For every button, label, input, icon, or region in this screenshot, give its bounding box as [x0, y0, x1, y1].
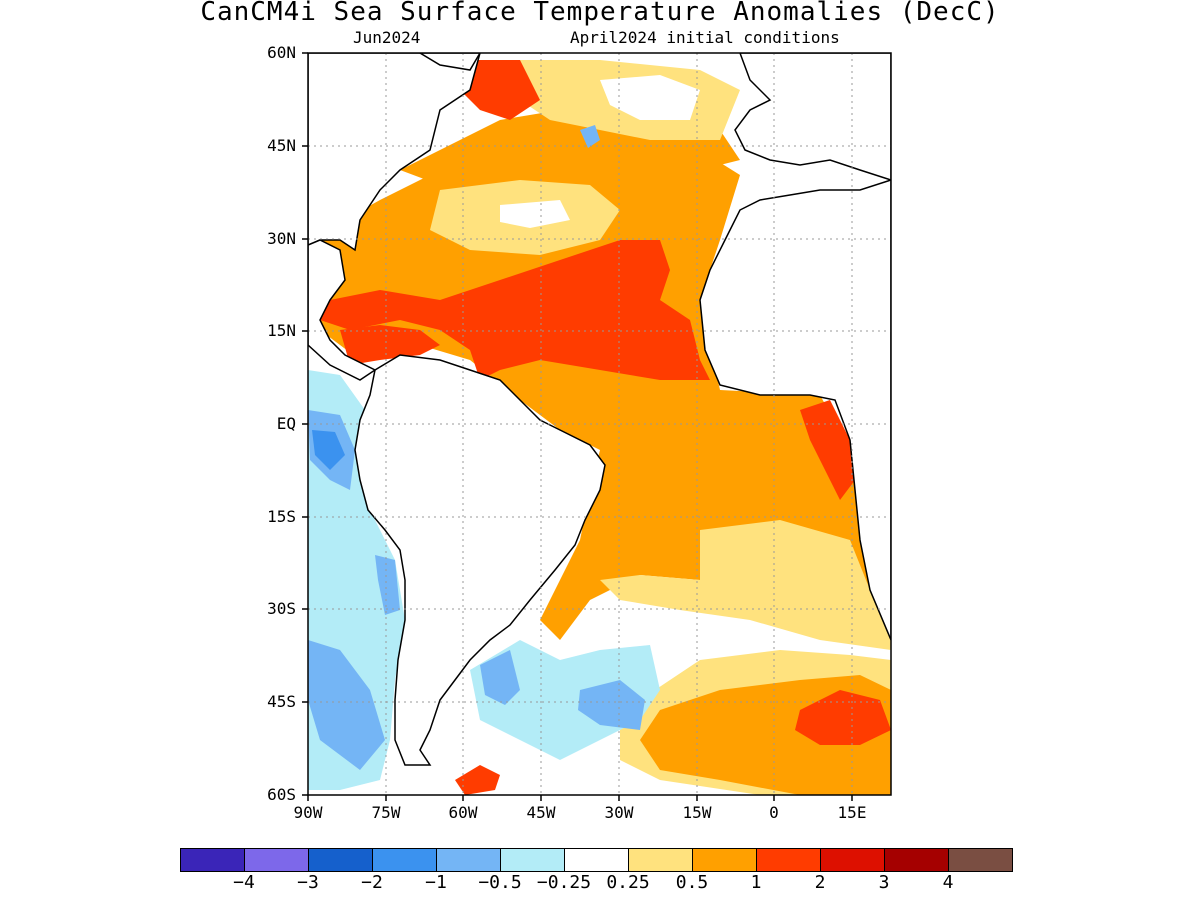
anomaly-region-cold-north-small — [580, 125, 600, 148]
anomaly-region-hot-falklands — [455, 765, 500, 795]
colorbar-label: 1 — [750, 872, 762, 893]
lat-label-60s: 60S — [267, 785, 296, 804]
lon-label-90w: 90W — [293, 803, 323, 822]
colorbar-label: 3 — [878, 872, 890, 893]
lat-label-30s: 30S — [267, 599, 296, 618]
lat-label-45s: 45S — [267, 692, 296, 711]
forecast-month: Jun2024 — [353, 28, 421, 47]
lon-label-15e: 15E — [837, 803, 867, 822]
anomaly-region-hot-caribbean — [340, 325, 440, 365]
lat-label-60n: 60N — [267, 43, 296, 62]
anomaly-region-light-south — [600, 520, 891, 650]
colorbar-label: −1 — [425, 872, 447, 893]
lon-label-45w: 45W — [526, 803, 556, 822]
anomaly-region-cold-pacific — [308, 410, 400, 770]
lat-label-15n: 15N — [267, 321, 296, 340]
lat-label-15s: 15S — [267, 507, 296, 526]
colorbar-swatch — [885, 849, 949, 871]
anomaly-region-warm — [308, 140, 891, 640]
chart-title: CanCM4i Sea Surface Temperature Anomalie… — [200, 0, 1000, 27]
graticule — [308, 53, 891, 795]
lon-label-75w: 75W — [371, 803, 401, 822]
anomaly-region-colder-pacific — [312, 430, 345, 470]
colorbar-swatch — [821, 849, 885, 871]
colorbar-label: 0.5 — [675, 872, 709, 893]
anomaly-region-hot-gulf-guinea — [800, 400, 855, 500]
colorbar-swatch — [565, 849, 629, 871]
south-america-landmass — [354, 354, 606, 766]
colorbar-label: −2 — [361, 872, 383, 893]
colorbar-swatch — [501, 849, 565, 871]
central-america-landmass — [308, 239, 377, 381]
axis-ticks — [302, 52, 853, 801]
anomaly-region-white-north — [600, 75, 700, 120]
anomaly-region-hot-nw — [460, 60, 540, 120]
lat-label-30n: 30N — [267, 229, 296, 248]
anomaly-region-cool-south-atlantic — [470, 640, 660, 760]
colorbar-label: −0.5 — [478, 872, 522, 893]
lon-label-15w: 15W — [682, 803, 712, 822]
colorbar-swatch — [181, 849, 245, 871]
colorbar-label: −4 — [233, 872, 255, 893]
colorbar-swatch — [757, 849, 821, 871]
colorbar-swatch — [693, 849, 757, 871]
lat-label-eq: EQ — [276, 414, 296, 433]
colorbar-label: −0.25 — [536, 872, 592, 893]
lon-label-0: 0 — [769, 803, 779, 822]
lon-label-60w: 60W — [448, 803, 478, 822]
anomaly-region-white-30n — [500, 200, 570, 228]
greenland-landmass — [418, 53, 481, 71]
colorbar — [180, 848, 1013, 872]
colorbar-swatch — [309, 849, 373, 871]
colorbar-label: 4 — [942, 872, 954, 893]
colorbar-label: 2 — [814, 872, 826, 893]
lon-label-30w: 30W — [604, 803, 634, 822]
colorbar-label: −3 — [297, 872, 319, 893]
initial-conditions: April2024 initial conditions — [570, 28, 840, 47]
colorbar-swatch — [949, 849, 1012, 871]
colorbar-swatch — [373, 849, 437, 871]
colorbar-label: 0.25 — [606, 872, 650, 893]
colorbar-swatch — [629, 849, 693, 871]
lat-label-45n: 45N — [267, 136, 296, 155]
colorbar-swatch — [245, 849, 309, 871]
anomaly-region-hot-tropics — [320, 240, 710, 380]
anomaly-region-hot-south — [795, 690, 891, 745]
africa-landmass — [699, 179, 891, 641]
colorbar-swatch — [437, 849, 501, 871]
anomaly-region-cold-south-atlantic — [480, 650, 645, 730]
